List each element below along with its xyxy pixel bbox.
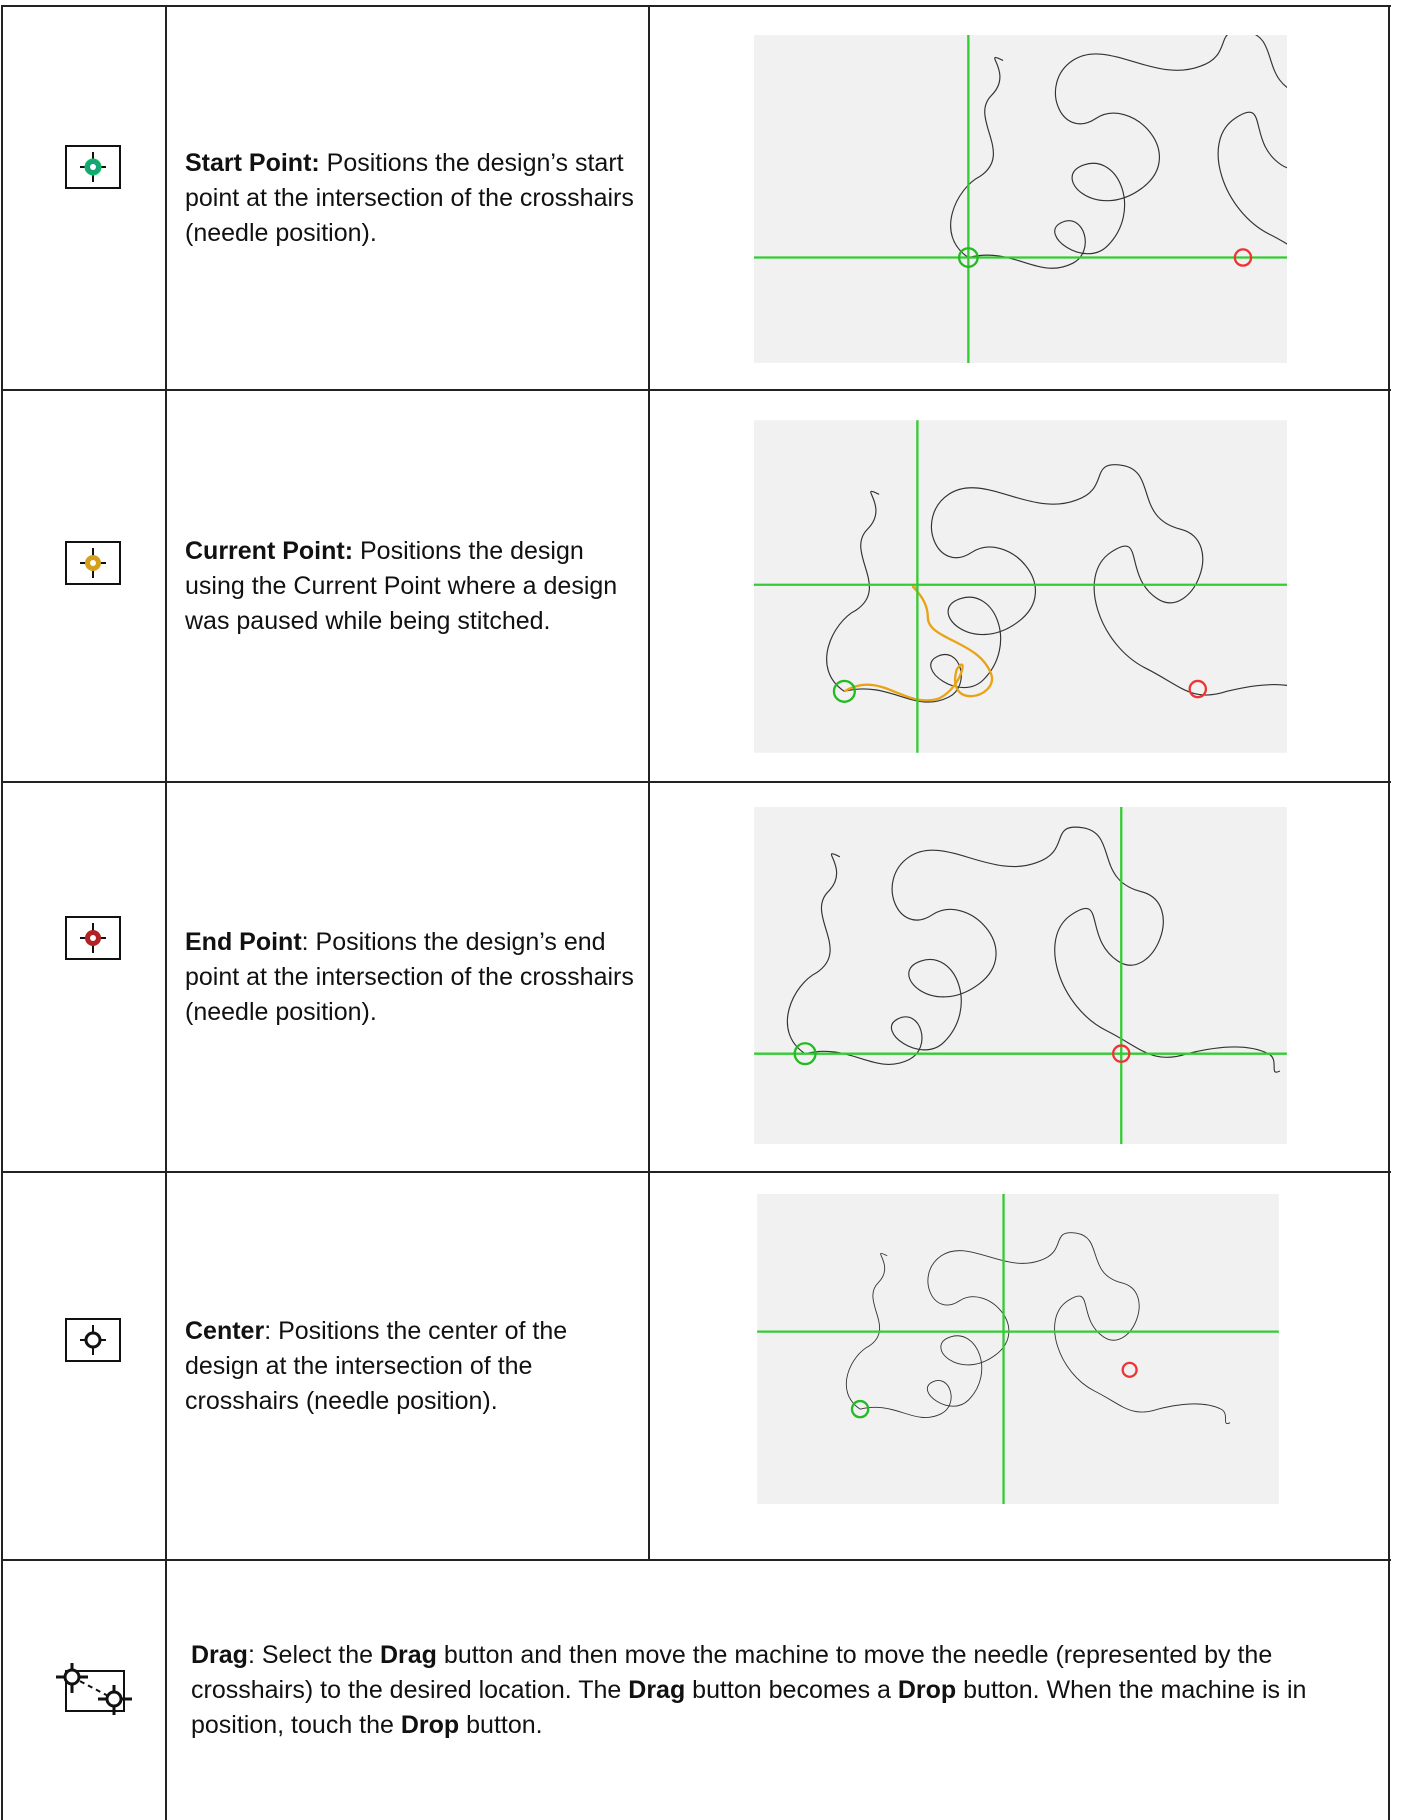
cell: End Point: Positions the design’s end po… bbox=[185, 783, 640, 1171]
bold-text: Drag bbox=[191, 1641, 248, 1669]
cell: Current Point: Positions the design usin… bbox=[185, 391, 640, 781]
preview-image bbox=[757, 1194, 1279, 1504]
bold-text: Center bbox=[185, 1316, 265, 1345]
description: Start Point: Positions the design’s star… bbox=[185, 146, 640, 251]
text: button. bbox=[459, 1711, 543, 1739]
text: : Select the bbox=[247, 1641, 380, 1669]
description: Current Point: Positions the design usin… bbox=[185, 534, 640, 639]
border bbox=[648, 5, 650, 1561]
border bbox=[1388, 5, 1390, 1820]
text: button becomes a bbox=[685, 1676, 898, 1704]
stitch-path bbox=[845, 1232, 1231, 1425]
drag-icon[interactable] bbox=[52, 1663, 136, 1719]
text: : Positions the center of the design at … bbox=[185, 1316, 568, 1415]
text: : Positions the design’s end point at th… bbox=[185, 927, 634, 1026]
description: Center: Positions the center of the desi… bbox=[185, 1314, 640, 1419]
end-point-icon[interactable] bbox=[62, 915, 124, 961]
border bbox=[1, 5, 3, 1820]
preview-image bbox=[754, 807, 1287, 1144]
bold-text: Drop bbox=[400, 1711, 460, 1739]
current-point-icon[interactable] bbox=[62, 540, 124, 586]
cell: Center: Positions the center of the desi… bbox=[185, 1173, 640, 1559]
bold-text: Drag bbox=[628, 1676, 686, 1704]
bold-text: Drag bbox=[380, 1641, 437, 1669]
cell: Start Point: Positions the design’s star… bbox=[185, 7, 640, 389]
border bbox=[1, 781, 1391, 783]
start-point-icon[interactable] bbox=[62, 144, 124, 190]
bold-text: Drop bbox=[897, 1676, 957, 1704]
center-icon[interactable] bbox=[62, 1317, 124, 1363]
border bbox=[1, 1171, 1391, 1173]
description: End Point: Positions the design’s end po… bbox=[185, 925, 640, 1030]
border bbox=[1, 389, 1391, 391]
preview-image bbox=[754, 420, 1287, 753]
border bbox=[165, 5, 167, 1820]
description: Drag: Select the Drag button and then mo… bbox=[191, 1638, 1351, 1743]
text: Positions the design’s start point at th… bbox=[185, 148, 634, 247]
stitch-path bbox=[786, 826, 1281, 1073]
border bbox=[1, 5, 1391, 7]
preview-image bbox=[754, 35, 1287, 363]
border bbox=[1, 1559, 1391, 1561]
bold-text: End Point bbox=[185, 927, 302, 956]
cell: Drag: Select the Drag button and then mo… bbox=[191, 1561, 1351, 1820]
text: Positions the design using the Current P… bbox=[185, 536, 618, 635]
text: button. When the machine is in position,… bbox=[191, 1676, 1307, 1739]
stitch-path bbox=[826, 464, 1287, 703]
bold-text: Current Point: bbox=[185, 536, 354, 565]
stitch-path bbox=[950, 35, 1287, 269]
bold-text: Start Point: bbox=[185, 148, 320, 177]
text: button and then move the machine to move… bbox=[191, 1641, 1273, 1704]
